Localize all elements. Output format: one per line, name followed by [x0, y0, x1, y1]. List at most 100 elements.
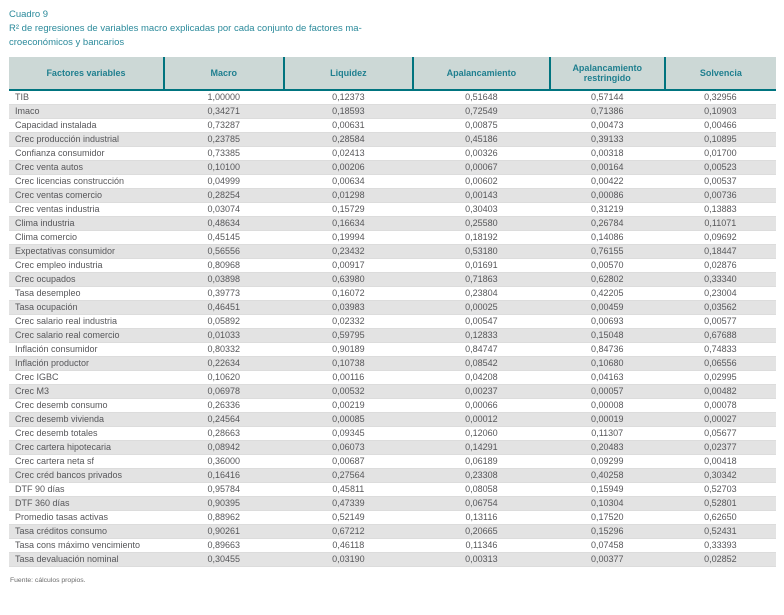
- table-row: Tasa desempleo 0,39773 0,16072 0,23804 0,422…: [9, 286, 776, 301]
- r2-value-cell: 0,00631: [283, 118, 414, 133]
- r2-value-cell: 0,12833: [413, 328, 550, 343]
- table-row: Inflación consumidor 0,80332 0,90189 0,8474…: [9, 342, 776, 357]
- r2-value-cell: 0,67212: [283, 524, 414, 539]
- r2-value-cell: 0,03190: [283, 552, 414, 567]
- r2-value-cell: 0,01700: [664, 146, 776, 161]
- table-header-row: Factores variables Macro Liquidez Apalancam…: [9, 57, 776, 91]
- r2-value-cell: 0,00085: [283, 412, 414, 427]
- r2-value-cell: 0,00019: [549, 412, 665, 427]
- table-row: Crec desemb totales 0,28663 0,09345 0,12060…: [9, 426, 776, 441]
- r2-value-cell: 0,23432: [283, 244, 414, 259]
- r2-value-cell: 0,00008: [549, 398, 665, 413]
- r2-value-cell: 0,03983: [283, 300, 414, 315]
- table-row: Crec créd bancos privados 0,16416 0,27564 0…: [9, 468, 776, 483]
- row-label: Tasa devaluación nominal: [9, 552, 164, 567]
- r2-value-cell: 0,12060: [413, 426, 550, 441]
- r2-value-cell: 0,00143: [413, 188, 550, 203]
- r2-value-cell: 0,02852: [664, 552, 776, 567]
- r2-value-cell: 0,00027: [664, 412, 776, 427]
- r2-value-cell: 0,03562: [664, 300, 776, 315]
- r2-value-cell: 0,27564: [283, 468, 414, 483]
- r2-value-cell: 0,01691: [413, 258, 550, 273]
- r2-value-cell: 0,02377: [664, 440, 776, 455]
- r2-value-cell: 0,00570: [549, 258, 665, 273]
- r2-value-cell: 0,56556: [163, 244, 284, 259]
- r2-value-cell: 0,09692: [664, 230, 776, 245]
- column-header-3: Apalancamiento: [412, 57, 550, 91]
- r2-value-cell: 0,00466: [664, 118, 776, 133]
- r2-value-cell: 0,71863: [413, 272, 550, 287]
- r2-value-cell: 0,00473: [549, 118, 665, 133]
- column-header-0: Factores variables: [9, 57, 164, 91]
- table-row: Expectativas consumidor 0,56556 0,23432 0,5…: [9, 244, 776, 259]
- r2-value-cell: 0,02413: [283, 146, 414, 161]
- r2-value-cell: 0,00377: [549, 552, 665, 567]
- r2-value-cell: 0,00537: [664, 174, 776, 189]
- table-title-line-2: croeconómicos y bancarios: [9, 37, 125, 48]
- r2-value-cell: 0,36000: [163, 454, 284, 469]
- table-row: Crec salario real industria 0,05892 0,0233…: [9, 314, 776, 329]
- r2-value-cell: 0,26784: [549, 216, 665, 231]
- r2-value-cell: 0,08542: [413, 356, 550, 371]
- r2-value-cell: 0,08942: [163, 440, 284, 455]
- r2-value-cell: 0,15949: [549, 482, 665, 497]
- r2-value-cell: 0,14086: [549, 230, 665, 245]
- r2-value-cell: 0,03898: [163, 272, 284, 287]
- r2-value-cell: 0,15729: [283, 202, 414, 217]
- r2-value-cell: 0,00086: [549, 188, 665, 203]
- r2-value-cell: 0,04208: [413, 370, 550, 385]
- column-header-4: Apalancamiento restringido: [548, 57, 665, 91]
- r2-value-cell: 0,11346: [413, 538, 550, 553]
- r2-value-cell: 0,22634: [163, 356, 284, 371]
- r2-value-cell: 0,02995: [664, 370, 776, 385]
- r2-value-cell: 0,10895: [664, 132, 776, 147]
- r2-value-cell: 0,33393: [664, 538, 776, 553]
- column-header-5: Solvencia: [663, 57, 776, 91]
- table-row: DTF 360 días 0,90395 0,47339 0,06754 0,10304…: [9, 496, 776, 511]
- table-row: Crec cartera neta sf 0,36000 0,00687 0,0618…: [9, 454, 776, 469]
- r2-value-cell: 0,07458: [549, 538, 665, 553]
- row-label: Expectativas consumidor: [9, 244, 164, 259]
- r2-value-cell: 0,24564: [163, 412, 284, 427]
- r2-value-cell: 0,32956: [664, 90, 776, 105]
- r2-value-cell: 0,57144: [549, 90, 665, 105]
- row-label: Crec desemb consumo: [9, 398, 164, 413]
- table-number: Cuadro 9: [9, 9, 49, 20]
- r2-value-cell: 0,06556: [664, 356, 776, 371]
- r2-value-cell: 0,00602: [413, 174, 550, 189]
- r2-value-cell: 0,45186: [413, 132, 550, 147]
- r2-value-cell: 0,40258: [549, 468, 665, 483]
- r2-value-cell: 0,88962: [163, 510, 284, 525]
- r2-value-cell: 0,00326: [413, 146, 550, 161]
- r2-value-cell: 0,25580: [413, 216, 550, 231]
- table-title-line-1: R² de regresiones de variables macro exp…: [9, 23, 362, 34]
- r2-value-cell: 0,67688: [664, 328, 776, 343]
- r2-value-cell: 0,19994: [283, 230, 414, 245]
- table-row: Crec desemb vivienda 0,24564 0,00085 0,0001…: [9, 412, 776, 427]
- r2-value-cell: 0,90395: [163, 496, 284, 511]
- r2-value-cell: 0,00917: [283, 258, 414, 273]
- r2-value-cell: 0,74833: [664, 342, 776, 357]
- r2-value-cell: 0,00418: [664, 454, 776, 469]
- r2-value-cell: 0,62650: [664, 510, 776, 525]
- table-row: Tasa cons máximo vencimiento 0,89663 0,461…: [9, 538, 776, 553]
- row-label: Crec licencias construcción: [9, 174, 164, 189]
- r2-value-cell: 0,30342: [664, 468, 776, 483]
- row-label: DTF 90 días: [9, 482, 164, 497]
- row-label: Crec cartera neta sf: [9, 454, 164, 469]
- r2-value-cell: 0,00237: [413, 384, 550, 399]
- r2-value-cell: 0,00116: [283, 370, 414, 385]
- r2-value-cell: 1,00000: [163, 90, 284, 105]
- r2-value-cell: 0,00057: [549, 384, 665, 399]
- row-label: TIB: [9, 90, 164, 105]
- r2-value-cell: 0,18447: [664, 244, 776, 259]
- r2-value-cell: 0,10903: [664, 104, 776, 119]
- row-label: Crec salario real comercio: [9, 328, 164, 343]
- row-label: Crec cartera hipotecaria: [9, 440, 164, 455]
- r2-value-cell: 0,73287: [163, 118, 284, 133]
- r2-value-cell: 0,00687: [283, 454, 414, 469]
- r2-value-cell: 0,18192: [413, 230, 550, 245]
- r2-value-cell: 0,00532: [283, 384, 414, 399]
- r2-value-cell: 0,06073: [283, 440, 414, 455]
- table-header: Factores variables Macro Liquidez Apalancam…: [9, 57, 776, 91]
